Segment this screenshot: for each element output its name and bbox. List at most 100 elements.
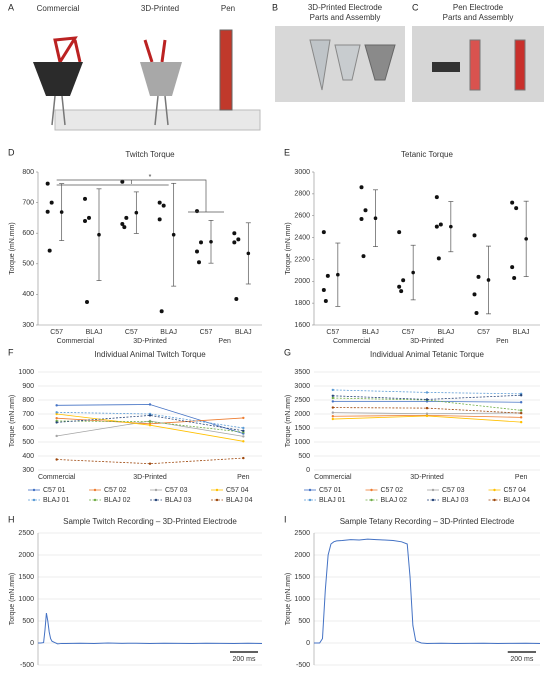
y-tick-label: 900 [22, 383, 34, 390]
data-point [45, 181, 50, 186]
y-tick-label: -500 [296, 662, 310, 669]
photo-title: Pen Electrode [453, 3, 504, 12]
series-marker [242, 426, 245, 430]
data-point [438, 222, 443, 227]
group-label: 3D-Printed [410, 338, 444, 345]
data-point [399, 289, 404, 294]
significance-mark: * [149, 174, 152, 181]
x-tick-label: C57 [125, 329, 138, 336]
panel-label: C [412, 2, 419, 12]
x-tick-label: C57 [477, 329, 490, 336]
y-tick-label: 1000 [294, 596, 310, 603]
y-tick-label: 2800 [294, 191, 310, 198]
data-point [47, 248, 52, 253]
series-marker [425, 391, 429, 394]
series-marker [55, 421, 58, 424]
y-tick-label: 300 [22, 322, 34, 329]
photo-title: Parts and Assembly [310, 13, 381, 22]
group-label: Pen [218, 338, 231, 345]
y-tick-label: 2600 [294, 213, 310, 220]
panel-label: H [8, 514, 15, 524]
series-line [56, 413, 244, 442]
mean-marker [449, 224, 453, 229]
series-marker [148, 414, 152, 417]
mean-marker [336, 272, 340, 277]
x-tick-label: BLAJ [513, 329, 530, 336]
data-point [359, 185, 364, 190]
series-marker [55, 417, 58, 420]
y-tick-label: 500 [22, 261, 34, 268]
group-label: Pen [496, 338, 509, 345]
y-tick-label: 0 [30, 640, 34, 647]
x-tick-label: C57 [50, 329, 63, 336]
y-tick-label: 1000 [18, 596, 34, 603]
data-point [122, 225, 127, 230]
data-point [236, 237, 241, 242]
chart-title: Sample Tetany Recording – 3D-Printed Ele… [340, 517, 515, 526]
series-marker [331, 388, 335, 392]
chart-title: Tetanic Torque [401, 150, 453, 159]
data-point [85, 300, 89, 305]
legend-swatch [493, 498, 496, 502]
printed-electrode [140, 62, 182, 96]
y-tick-label: 2500 [18, 530, 34, 537]
data-point [120, 179, 125, 184]
legend-swatch [93, 488, 97, 492]
x-tick-label: BLAJ [160, 329, 177, 336]
legend-label: BLAJ 02 [381, 497, 408, 504]
data-point [83, 196, 87, 201]
group-label: Commercial [57, 338, 95, 345]
group-label: Commercial [333, 338, 371, 345]
photo-caption: 3D-Printed [141, 4, 179, 13]
legend-swatch [32, 498, 36, 502]
y-axis-label: Torque (mN.mm) [285, 222, 292, 275]
legend-swatch [215, 488, 219, 492]
series-marker [425, 406, 429, 410]
series-marker [331, 400, 335, 403]
data-point [120, 222, 125, 227]
data-point [476, 274, 481, 279]
y-axis-label: Torque (mN.mm) [9, 573, 16, 626]
legend-swatch [154, 498, 158, 502]
data-point [83, 218, 87, 223]
legend-label: C57 01 [319, 487, 342, 494]
series-marker [425, 412, 429, 415]
legend-label: BLAJ 01 [43, 497, 70, 504]
legend-label: C57 01 [43, 487, 66, 494]
y-tick-label: 1800 [294, 300, 310, 307]
y-tick-label: 700 [22, 199, 34, 206]
x-tick-label: 3D-Printed [410, 474, 444, 481]
y-tick-label: 2000 [294, 411, 310, 418]
mean-marker [59, 210, 64, 214]
mean-marker [246, 251, 251, 256]
y-tick-label: 1500 [294, 425, 310, 432]
panel-label: B [272, 2, 278, 12]
pen-part [469, 39, 481, 91]
data-point [232, 240, 237, 245]
y-tick-label: 400 [22, 291, 34, 298]
legend-swatch [370, 488, 373, 492]
wire [53, 36, 82, 66]
y-tick-label: -500 [20, 662, 34, 669]
data-point [510, 200, 515, 205]
legend-label: C57 03 [165, 487, 188, 494]
series-marker [519, 394, 523, 397]
legend-swatch [154, 488, 158, 492]
data-point [436, 256, 441, 261]
electrode-pins [51, 95, 66, 126]
photo-caption: Commercial [37, 4, 80, 13]
series-marker [519, 416, 523, 419]
mean-marker [486, 278, 491, 282]
legend-swatch [32, 488, 36, 492]
mean-marker [373, 216, 378, 221]
data-point [401, 278, 406, 283]
y-tick-label: 1600 [294, 322, 310, 329]
legend-label: C57 04 [226, 487, 249, 494]
part [309, 39, 331, 91]
y-tick-label: 2000 [294, 278, 310, 285]
photo-caption: Pen [221, 4, 235, 13]
chart-title: Twitch Torque [125, 150, 175, 159]
data-point [512, 276, 517, 281]
data-point [474, 310, 479, 315]
